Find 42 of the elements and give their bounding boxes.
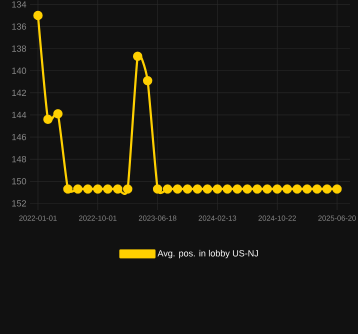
y-tick-label: 152	[12, 200, 26, 207]
point	[33, 10, 43, 20]
point	[142, 76, 152, 86]
y-tick-label: 146	[12, 134, 26, 140]
point	[123, 184, 132, 194]
y-tick-label: 140	[12, 68, 26, 74]
y-tick-label: 134	[12, 1, 26, 8]
point	[83, 184, 92, 194]
point	[63, 184, 73, 194]
y-tick-label: 142	[12, 90, 26, 96]
y-tick-label: 148	[12, 156, 26, 162]
point	[322, 184, 332, 194]
legend-label: Avg. pos. in lobby US-NJ	[158, 250, 258, 258]
point	[162, 184, 172, 194]
point	[73, 184, 83, 194]
y-tick-label: 138	[12, 45, 26, 52]
point	[292, 184, 302, 194]
y-tick-label: 150	[12, 178, 26, 184]
point	[212, 184, 222, 194]
point	[43, 114, 53, 124]
point	[152, 184, 162, 194]
point	[202, 184, 212, 194]
y-tick-label: 144	[12, 112, 26, 118]
point	[53, 109, 63, 119]
point	[182, 184, 192, 194]
point	[262, 184, 272, 194]
y-tick-label: 136	[12, 23, 26, 30]
point	[272, 184, 282, 194]
point	[242, 184, 252, 194]
point	[192, 184, 202, 194]
point	[232, 184, 242, 194]
point	[103, 184, 112, 194]
point	[172, 184, 182, 194]
point	[312, 184, 322, 194]
point	[332, 184, 342, 194]
point	[113, 184, 122, 194]
point	[93, 184, 102, 194]
point	[252, 184, 262, 194]
point	[132, 52, 142, 62]
point	[222, 184, 232, 194]
point	[282, 184, 292, 194]
point	[302, 184, 312, 194]
